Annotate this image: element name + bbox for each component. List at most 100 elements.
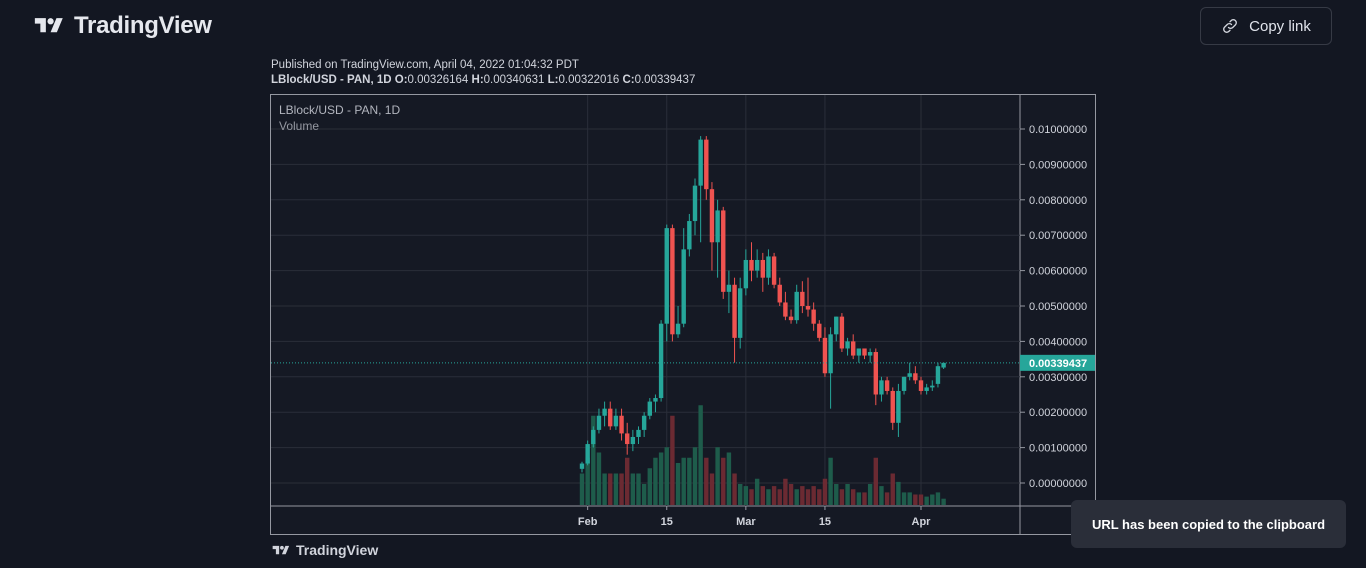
candle-body (777, 284, 782, 303)
volume-bar (625, 457, 630, 505)
candle-body (704, 139, 709, 190)
price-tick-label: 0.00900000 (1029, 159, 1087, 171)
volume-bar (766, 489, 771, 505)
candle-body (856, 348, 862, 356)
candle-body (817, 323, 822, 338)
chart-container[interactable]: 0.01000000 0.00900000 0.00800000 0.00700000… (270, 94, 1096, 535)
candle-body (766, 256, 771, 278)
candle-body (664, 228, 669, 324)
brand-logo[interactable]: TradingView (32, 12, 212, 40)
candle-body (738, 288, 743, 338)
volume-bar (749, 489, 754, 505)
volume-bar (613, 473, 619, 505)
link-icon (1223, 19, 1238, 33)
candle-body (918, 380, 924, 391)
volume-bar (709, 473, 715, 505)
ohlc-value: 0.00339437 (634, 74, 696, 86)
price-tick-label: 0.00700000 (1029, 230, 1087, 242)
candle-body (726, 284, 732, 292)
candle-body (596, 415, 602, 430)
candle-body (743, 259, 749, 289)
volume-bar (884, 492, 890, 505)
candle-body (907, 373, 912, 377)
ohlc-key: H: (468, 74, 484, 86)
candle-body (930, 385, 935, 388)
volume-bar (664, 447, 669, 505)
candle-body (641, 415, 647, 430)
volume-bar (771, 486, 777, 505)
candle-body (613, 415, 619, 427)
candle-body (834, 316, 839, 335)
candle-body (630, 436, 636, 445)
candle-body (681, 249, 686, 324)
volume-bar (681, 457, 686, 505)
candle-body (884, 380, 890, 391)
candle-body (625, 433, 630, 445)
volume-bar (647, 468, 652, 505)
volume-bar (760, 486, 765, 505)
candle-body (670, 228, 675, 335)
volume-bar (805, 489, 811, 505)
copy-link-label: Copy link (1249, 17, 1311, 35)
brand-name: TradingView (74, 12, 212, 39)
candle-body (658, 323, 664, 399)
symbol-line: LBlock/USD - PAN, 1D (271, 74, 392, 86)
volume-bar (738, 484, 743, 505)
candle-body (879, 380, 884, 395)
volume-bar (721, 457, 726, 505)
candle-body (901, 376, 907, 391)
candle-body (619, 415, 624, 434)
volume-bar (726, 452, 732, 505)
volume-bar (834, 484, 839, 505)
candle-body (839, 316, 845, 349)
volume-bar (687, 457, 692, 505)
toast-message: URL has been copied to the clipboard (1091, 516, 1326, 532)
top-bar: TradingView Copy link (0, 0, 1366, 56)
time-tick-label: 15 (819, 516, 831, 528)
volume-bar (704, 457, 709, 505)
volume-bar (896, 481, 901, 505)
volume-bar (845, 484, 850, 505)
candle-body (924, 387, 929, 391)
volume-bar (777, 489, 782, 505)
candle-body (867, 352, 873, 356)
candle-body (602, 408, 607, 416)
copy-link-button[interactable]: Copy link (1200, 7, 1332, 45)
volume-bar (653, 457, 658, 505)
volume-bar (851, 489, 856, 505)
candle-body (715, 210, 720, 243)
candle-body (822, 337, 828, 374)
candle-body (636, 429, 641, 437)
candlestick-chart[interactable]: 0.01000000 0.00900000 0.00800000 0.00700000… (270, 94, 1096, 535)
candle-body (913, 373, 918, 381)
price-tick-label: 0.00600000 (1029, 266, 1087, 278)
volume-bar (596, 452, 602, 505)
candle-body (585, 444, 590, 464)
volume-bar (935, 492, 941, 505)
candle-body (732, 284, 737, 338)
volume-bar (670, 415, 675, 505)
volume-bar (924, 496, 929, 505)
chart-legend-volume: Volume (279, 119, 319, 133)
price-tick-label: 0.00800000 (1029, 195, 1087, 207)
ohlc-key: C: (619, 74, 635, 86)
volume-bar (839, 489, 845, 505)
chart-legend-symbol: LBlock/USD - PAN, 1D (279, 103, 400, 117)
volume-bar (873, 457, 878, 505)
time-tick-label: Feb (578, 516, 598, 528)
chart-meta: Published on TradingView.com, April 04, … (271, 58, 695, 88)
candle-body (862, 348, 867, 356)
volume-bar (890, 473, 895, 505)
volume-bar (879, 486, 884, 505)
ohlc-line: LBlock/USD - PAN, 1D O:0.00326164 H:0.00… (271, 73, 695, 88)
candle-body (771, 256, 777, 285)
volume-bar (901, 492, 907, 505)
ohlc-value: 0.00326164 (407, 74, 469, 86)
volume-bar (608, 473, 613, 505)
volume-bar (743, 486, 749, 505)
volume-bar (913, 494, 918, 505)
price-tick-label: 0.00200000 (1029, 407, 1087, 419)
price-tick-label: 0.00000000 (1029, 478, 1087, 490)
volume-bar (941, 498, 946, 505)
volume-bar (862, 492, 867, 505)
